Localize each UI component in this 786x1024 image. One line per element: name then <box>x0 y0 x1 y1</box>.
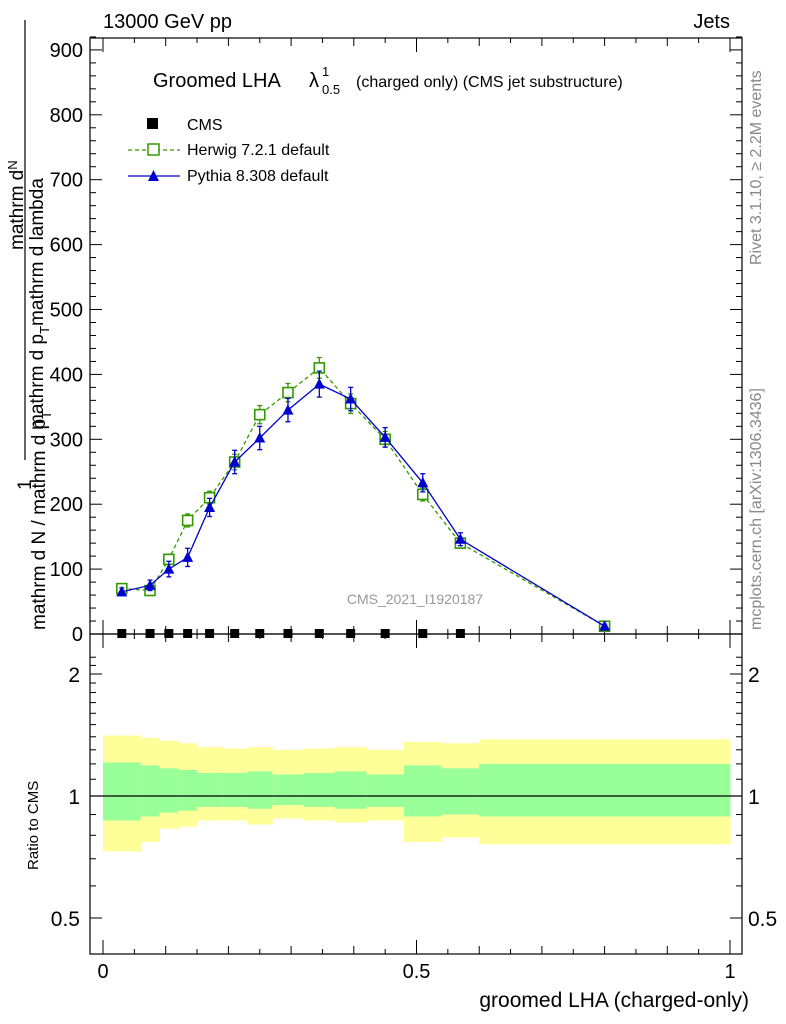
band-inner <box>403 765 443 817</box>
x-tick-label: 0 <box>97 961 108 983</box>
ylabel-top-one: 1 <box>15 479 36 490</box>
title-main: Groomed LHA <box>153 70 281 92</box>
legend-marker-herwig <box>147 143 160 156</box>
band-inner <box>303 772 336 807</box>
x-tick-label: 0.5 <box>403 961 431 983</box>
plot-title: Groomed LHA λ 1 0.5 (charged only) (CMS … <box>153 64 623 97</box>
main-y-tick-label: 800 <box>50 105 83 127</box>
data-point <box>229 456 241 467</box>
ratio-y-tick-label-right: 1 <box>748 786 760 809</box>
main-y-tick-label: 600 <box>50 235 83 257</box>
series-pythia <box>116 370 611 631</box>
data-point <box>181 514 194 527</box>
legend-marker-pythia <box>148 170 159 181</box>
ylabel-top-num: mathrm dN <box>5 160 28 250</box>
band-inner <box>272 774 305 806</box>
energy-label: 13000 GeV pp <box>103 11 232 33</box>
ratio-axis-ticks <box>90 634 742 954</box>
series-line <box>121 383 605 627</box>
band-inner <box>197 772 223 807</box>
band-inner <box>159 768 179 813</box>
process-label: Jets <box>693 11 730 33</box>
data-point <box>454 533 466 544</box>
main-y-tick-label: 100 <box>50 559 83 581</box>
main-y-tick-label: 900 <box>50 40 83 62</box>
ratio-y-tick-label-left: 0.5 <box>51 908 80 931</box>
legend-label-pythia: Pythia 8.308 default <box>187 168 329 185</box>
x-axis-label: groomed LHA (charged-only) <box>479 989 749 1012</box>
legend: CMS Herwig 7.2.1 default Pythia 8.308 de… <box>128 117 330 185</box>
main-y-axis-label: mathrm d N / mathrm d pT 1 mathrm d pTma… <box>5 20 54 630</box>
main-y-tick-label: 400 <box>50 364 83 386</box>
main-y-tick-labels: 0 100 200 300 400 500 600 700 800 900 <box>50 40 83 646</box>
data-point <box>417 476 429 488</box>
data-point <box>253 408 266 421</box>
title-subscript: 0.5 <box>322 82 340 97</box>
band-inner <box>178 769 198 811</box>
data-point <box>144 579 156 590</box>
ratio-y-axis-label: Ratio to CMS <box>25 781 42 870</box>
main-plot-panel: 0 100 200 300 400 500 600 700 800 900 Groomed LHA… <box>50 36 743 646</box>
band-inner <box>366 774 405 807</box>
data-point <box>204 501 216 512</box>
data-point <box>599 620 611 631</box>
x-tick-label: 1 <box>724 961 735 983</box>
x-tick-labels: 0 0.5 1 <box>97 961 735 983</box>
main-y-tick-label: 0 <box>72 624 83 646</box>
data-point <box>163 563 175 574</box>
band-inner <box>140 765 160 817</box>
title-rest: (charged only) (CMS jet substructure) <box>356 74 623 91</box>
ylabel-top-den: mathrm d pTmathrm d lambda <box>27 178 52 430</box>
data-point <box>116 585 128 597</box>
series-line <box>121 367 605 627</box>
data-point <box>282 404 294 415</box>
ratio-uncertainty-bands <box>103 735 731 852</box>
band-inner <box>103 762 142 821</box>
main-y-tick-label: 300 <box>50 429 83 451</box>
analysis-watermark: CMS_2021_I1920187 <box>347 591 483 607</box>
mcplots-label: mcplots.cern.ch [arXiv:1306.3436] <box>748 388 765 630</box>
data-point <box>345 393 357 404</box>
ylabel-bottom: mathrm d N / mathrm d pT <box>29 411 54 630</box>
main-y-tick-label: 700 <box>50 170 83 192</box>
legend-label-cms: CMS <box>187 117 223 134</box>
main-y-tick-label: 500 <box>50 300 83 322</box>
title-symbol: λ <box>309 70 319 92</box>
legend-label-herwig: Herwig 7.2.1 default <box>187 142 330 159</box>
data-point <box>313 378 325 389</box>
band-inner <box>222 772 248 807</box>
band-inner <box>479 763 731 817</box>
ratio-y-tick-label-right: 0.5 <box>748 908 777 931</box>
band-inner <box>247 771 273 809</box>
main-axis-ticks <box>90 36 742 635</box>
legend-marker-cms <box>147 118 158 129</box>
band-inner <box>334 771 367 809</box>
data-point <box>182 551 194 562</box>
ratio-y-tick-label-left: 2 <box>68 664 80 687</box>
ratio-y-tick-label-left: 1 <box>68 786 80 809</box>
title-superscript: 1 <box>322 64 329 79</box>
band-inner <box>441 768 480 815</box>
ratio-y-tick-labels: 0.5 0.5 1 1 2 2 <box>51 664 777 931</box>
data-point <box>254 432 266 443</box>
rivet-label: Rivet 3.1.10, ≥ 2.2M events <box>748 70 765 265</box>
ratio-plot-panel: 0.5 0.51 12 2 0 0.5 1 <box>51 633 777 983</box>
main-y-tick-label: 200 <box>50 494 83 516</box>
ratio-y-tick-label-right: 2 <box>748 664 760 687</box>
data-point <box>379 431 391 442</box>
data-point <box>282 386 294 399</box>
